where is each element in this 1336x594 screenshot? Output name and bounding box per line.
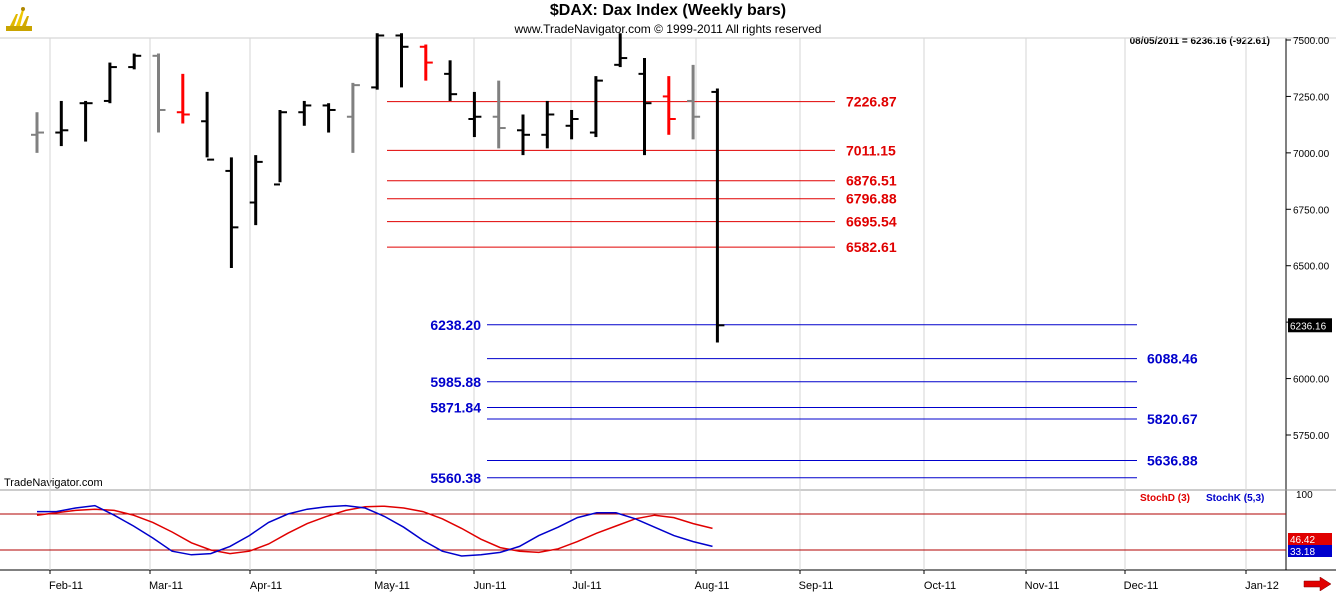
support-label: 5636.88 [1147,453,1198,469]
month-label: Oct-11 [924,580,956,592]
resistance-label: 6796.88 [846,191,897,207]
month-label: Jan-12 [1245,580,1279,592]
stoch-d-value: 46.42 [1290,535,1315,546]
stoch-k-value-box [1288,545,1332,557]
month-label: Apr-11 [250,580,282,592]
support-label: 6088.46 [1147,351,1198,367]
chart-title: $DAX: Dax Index (Weekly bars) [549,2,787,19]
stoch-d-line [36,505,713,555]
support-label: 5560.38 [430,470,481,486]
stoch-d-value-box [1288,533,1332,545]
resistance-label: 6876.51 [846,173,897,189]
current-value-label: 6236.16 [1290,321,1327,332]
support-label: 5871.84 [430,399,481,415]
price-tick-label: 7000.00 [1293,149,1330,160]
price-tick-label: 6000.00 [1293,375,1330,386]
month-label: Jun-11 [474,580,507,592]
trade-navigator-logo-icon [6,7,32,31]
price-tick-label: 6750.00 [1293,205,1330,216]
chart-header: $DAX: Dax Index (Weekly bars) www.TradeN… [0,0,1336,38]
scroll-right-arrow-icon[interactable] [1302,577,1332,591]
support-label: 5985.88 [430,374,481,390]
price-tick-label: 6500.00 [1293,262,1330,273]
month-label: Nov-11 [1025,580,1060,592]
resistance-label: 7226.87 [846,94,897,110]
resistance-label: 6582.61 [846,239,897,255]
stoch-k-legend: StochK (5,3) [1206,493,1264,504]
watermark-label: TradeNavigator.com [4,477,103,489]
current-value-box [1288,318,1332,333]
resistance-label: 7011.15 [846,142,896,158]
stoch-d-legend: StochD (3) [1140,493,1190,504]
month-label: Jul-11 [572,580,601,592]
month-label: May-11 [374,580,410,592]
month-label: Dec-11 [1124,580,1159,592]
resistance-label: 6695.54 [846,214,897,230]
price-tick-label: 7250.00 [1293,92,1330,103]
stoch-k-line [37,504,713,557]
support-label: 5820.67 [1147,411,1198,427]
month-label: Aug-11 [695,580,730,592]
price-tick-label: 5750.00 [1293,431,1330,442]
month-label: Sep-11 [799,580,834,592]
stoch-tick-label: 100 [1296,490,1313,501]
month-label: Feb-11 [49,580,83,592]
month-label: Mar-11 [149,580,183,592]
chart-subtitle: www.TradeNavigator.com © 1999-2011 All r… [514,22,822,36]
support-label: 6238.20 [430,317,481,333]
last-bar-info: 08/05/2011 = 6236.16 (-922.61) [1129,36,1270,47]
stoch-k-value: 33.18 [1290,547,1315,558]
price-tick-label: 6250.00 [1293,318,1330,329]
